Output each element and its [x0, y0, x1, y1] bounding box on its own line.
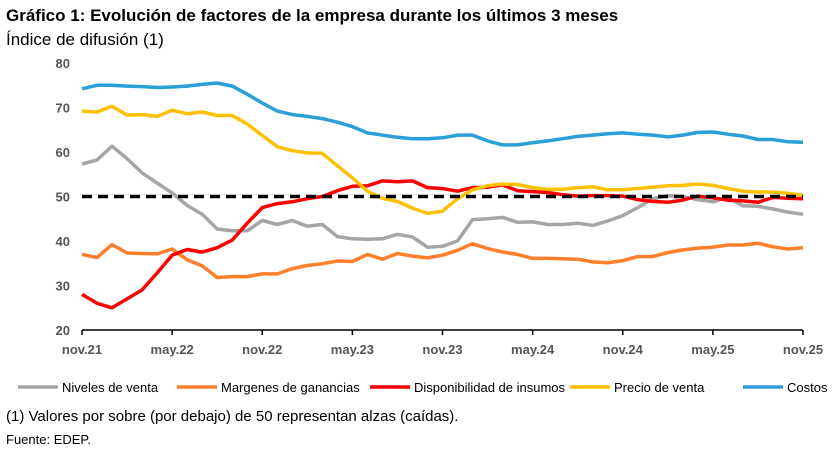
y-tick-label: 20 [56, 323, 70, 338]
series-line-margenes-de-ganancias [81, 241, 804, 280]
x-tick-label: nov.24 [603, 342, 644, 357]
x-tick-label: may.24 [511, 342, 555, 357]
y-tick-label: 60 [56, 145, 70, 160]
x-tick-label: may.25 [691, 342, 734, 357]
footnote: (1) Valores por sobre (por debajo) de 50… [6, 408, 459, 425]
chart-title: Gráfico 1: Evolución de factores de la e… [6, 6, 619, 25]
series-line-disponibilidad-de-insumos [81, 179, 804, 310]
x-tick-label: nov.25 [783, 342, 823, 357]
y-tick-label: 50 [56, 190, 70, 205]
source-note: Fuente: EDEP. [6, 432, 92, 447]
legend-label: Niveles de venta [62, 380, 159, 395]
x-tick-label: may.22 [151, 342, 194, 357]
chart-subtitle: Índice de difusión (1) [6, 30, 164, 49]
y-tick-label: 80 [56, 56, 70, 71]
y-tick-label: 30 [56, 279, 70, 294]
x-tick-label: nov.23 [422, 342, 462, 357]
x-tick-label: may.23 [331, 342, 374, 357]
legend-label: Precio de venta [614, 380, 705, 395]
legend-label: Margenes de ganancias [221, 380, 360, 395]
legend-label: Costos [787, 380, 828, 395]
x-tick-label: nov.22 [242, 342, 282, 357]
series-line-precio-de-venta [81, 104, 804, 216]
legend-label: Disponibilidad de insumos [414, 380, 566, 395]
y-tick-label: 40 [56, 234, 70, 249]
y-tick-label: 70 [56, 101, 70, 116]
x-tick-label: nov.21 [62, 342, 102, 357]
series-line-costos [81, 81, 804, 147]
